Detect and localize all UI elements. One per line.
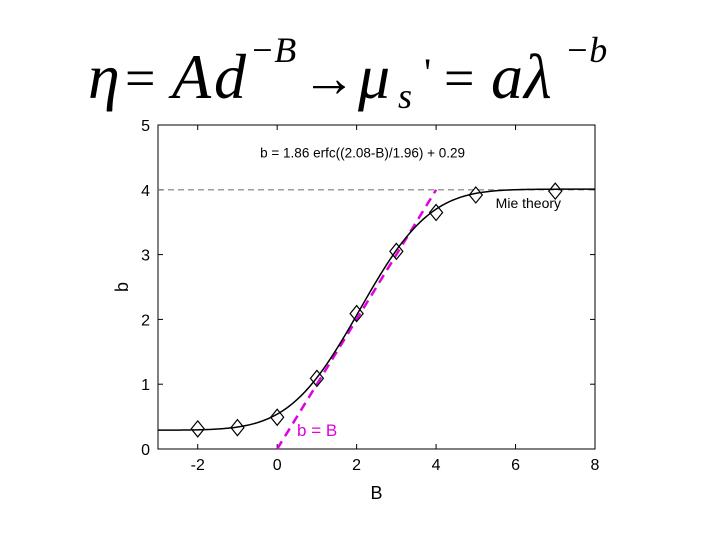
eq-arrow: → (302, 48, 356, 108)
eq-eta: η (88, 41, 120, 112)
plot-area (157, 124, 596, 450)
y-tick-label: 0 (141, 442, 150, 459)
y-tick-label: 4 (141, 183, 150, 200)
x-axis-label: B (370, 483, 382, 503)
data-point (269, 408, 285, 427)
axes: -2 0 2 4 6 8 0 1 2 3 4 5 Bb (112, 118, 600, 503)
eq-prime: ' (424, 50, 431, 95)
y-tick-label: 3 (141, 248, 150, 265)
fit-formula-label: b = 1.86 erfc((2.08-B)/1.96) + 0.29 (260, 145, 465, 160)
eq-lambda: λ (522, 41, 552, 112)
y-axis-label: b (112, 282, 132, 292)
identity-line (276, 189, 438, 450)
identity-line-label: b = B (297, 421, 337, 440)
eq-d: d (214, 41, 247, 112)
eq-mu: μ (357, 41, 390, 112)
data-point (547, 182, 563, 201)
data-point (468, 186, 484, 204)
data-point (190, 419, 206, 438)
y-tick-label: 2 (141, 312, 150, 329)
data-point (389, 242, 404, 261)
x-tick-label: -2 (191, 457, 205, 474)
data-point (309, 369, 325, 388)
y-tick-label: 5 (141, 118, 150, 135)
eq-equals-2: = (444, 48, 474, 108)
eq-subscript-s: s (398, 76, 412, 116)
x-tick-label: 2 (352, 457, 361, 474)
y-tick-label: 1 (141, 377, 150, 394)
eq-A: A (168, 41, 212, 112)
x-tick-label: 8 (591, 457, 600, 474)
eq-equals-1: = (125, 48, 155, 108)
eq-exponent-B: −B (250, 30, 296, 70)
x-tick-label: 0 (273, 457, 282, 474)
labels-layer: b = 1.86 erfc((2.08-B)/1.96) + 0.29 Mie t… (260, 145, 561, 440)
x-tick-label: 4 (432, 457, 441, 474)
data-point (230, 418, 245, 437)
eq-exponent-b: −b (565, 30, 607, 70)
points-layer (190, 182, 563, 438)
eq-a: a (491, 41, 523, 112)
data-point (428, 203, 444, 222)
equation: η = A d −B → μ s ' = a λ −b (88, 30, 607, 116)
data-point (349, 304, 364, 323)
mie-theory-label: Mie theory (496, 195, 561, 211)
x-tick-label: 6 (511, 457, 520, 474)
